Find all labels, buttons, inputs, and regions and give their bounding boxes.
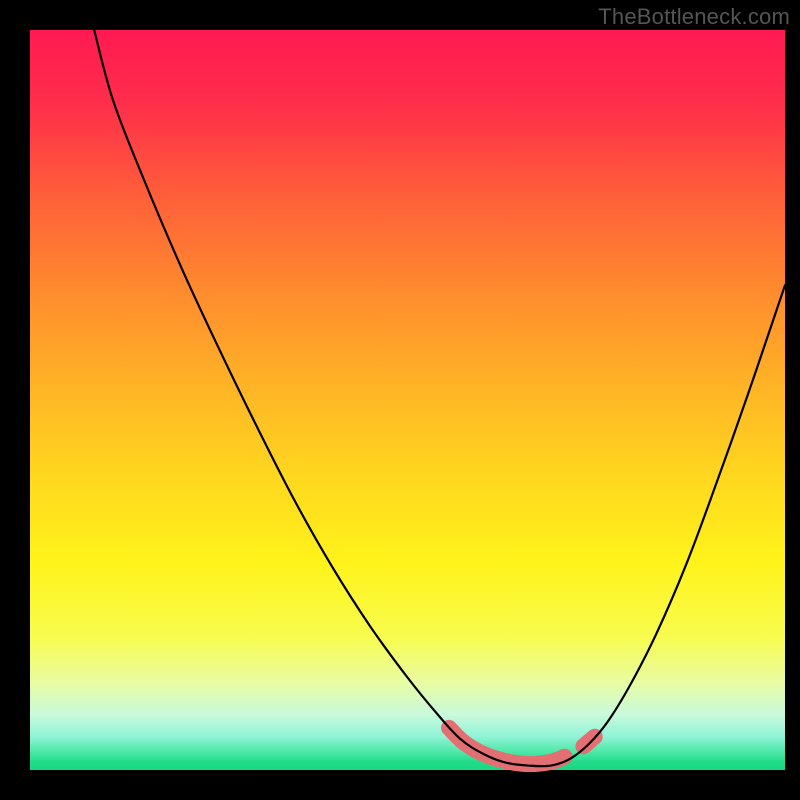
chart-stage: TheBottleneck.com <box>0 0 800 800</box>
watermark-text: TheBottleneck.com <box>598 4 790 30</box>
chart-svg <box>0 0 800 800</box>
gradient-panel <box>30 30 785 770</box>
